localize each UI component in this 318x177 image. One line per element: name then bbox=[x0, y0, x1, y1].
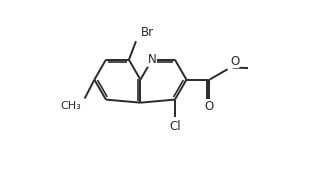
Text: CH₃: CH₃ bbox=[61, 101, 81, 111]
Text: Cl: Cl bbox=[169, 120, 181, 133]
Text: O: O bbox=[230, 55, 239, 68]
Text: N: N bbox=[148, 53, 156, 66]
Text: O: O bbox=[205, 100, 214, 113]
Text: Br: Br bbox=[141, 26, 154, 39]
